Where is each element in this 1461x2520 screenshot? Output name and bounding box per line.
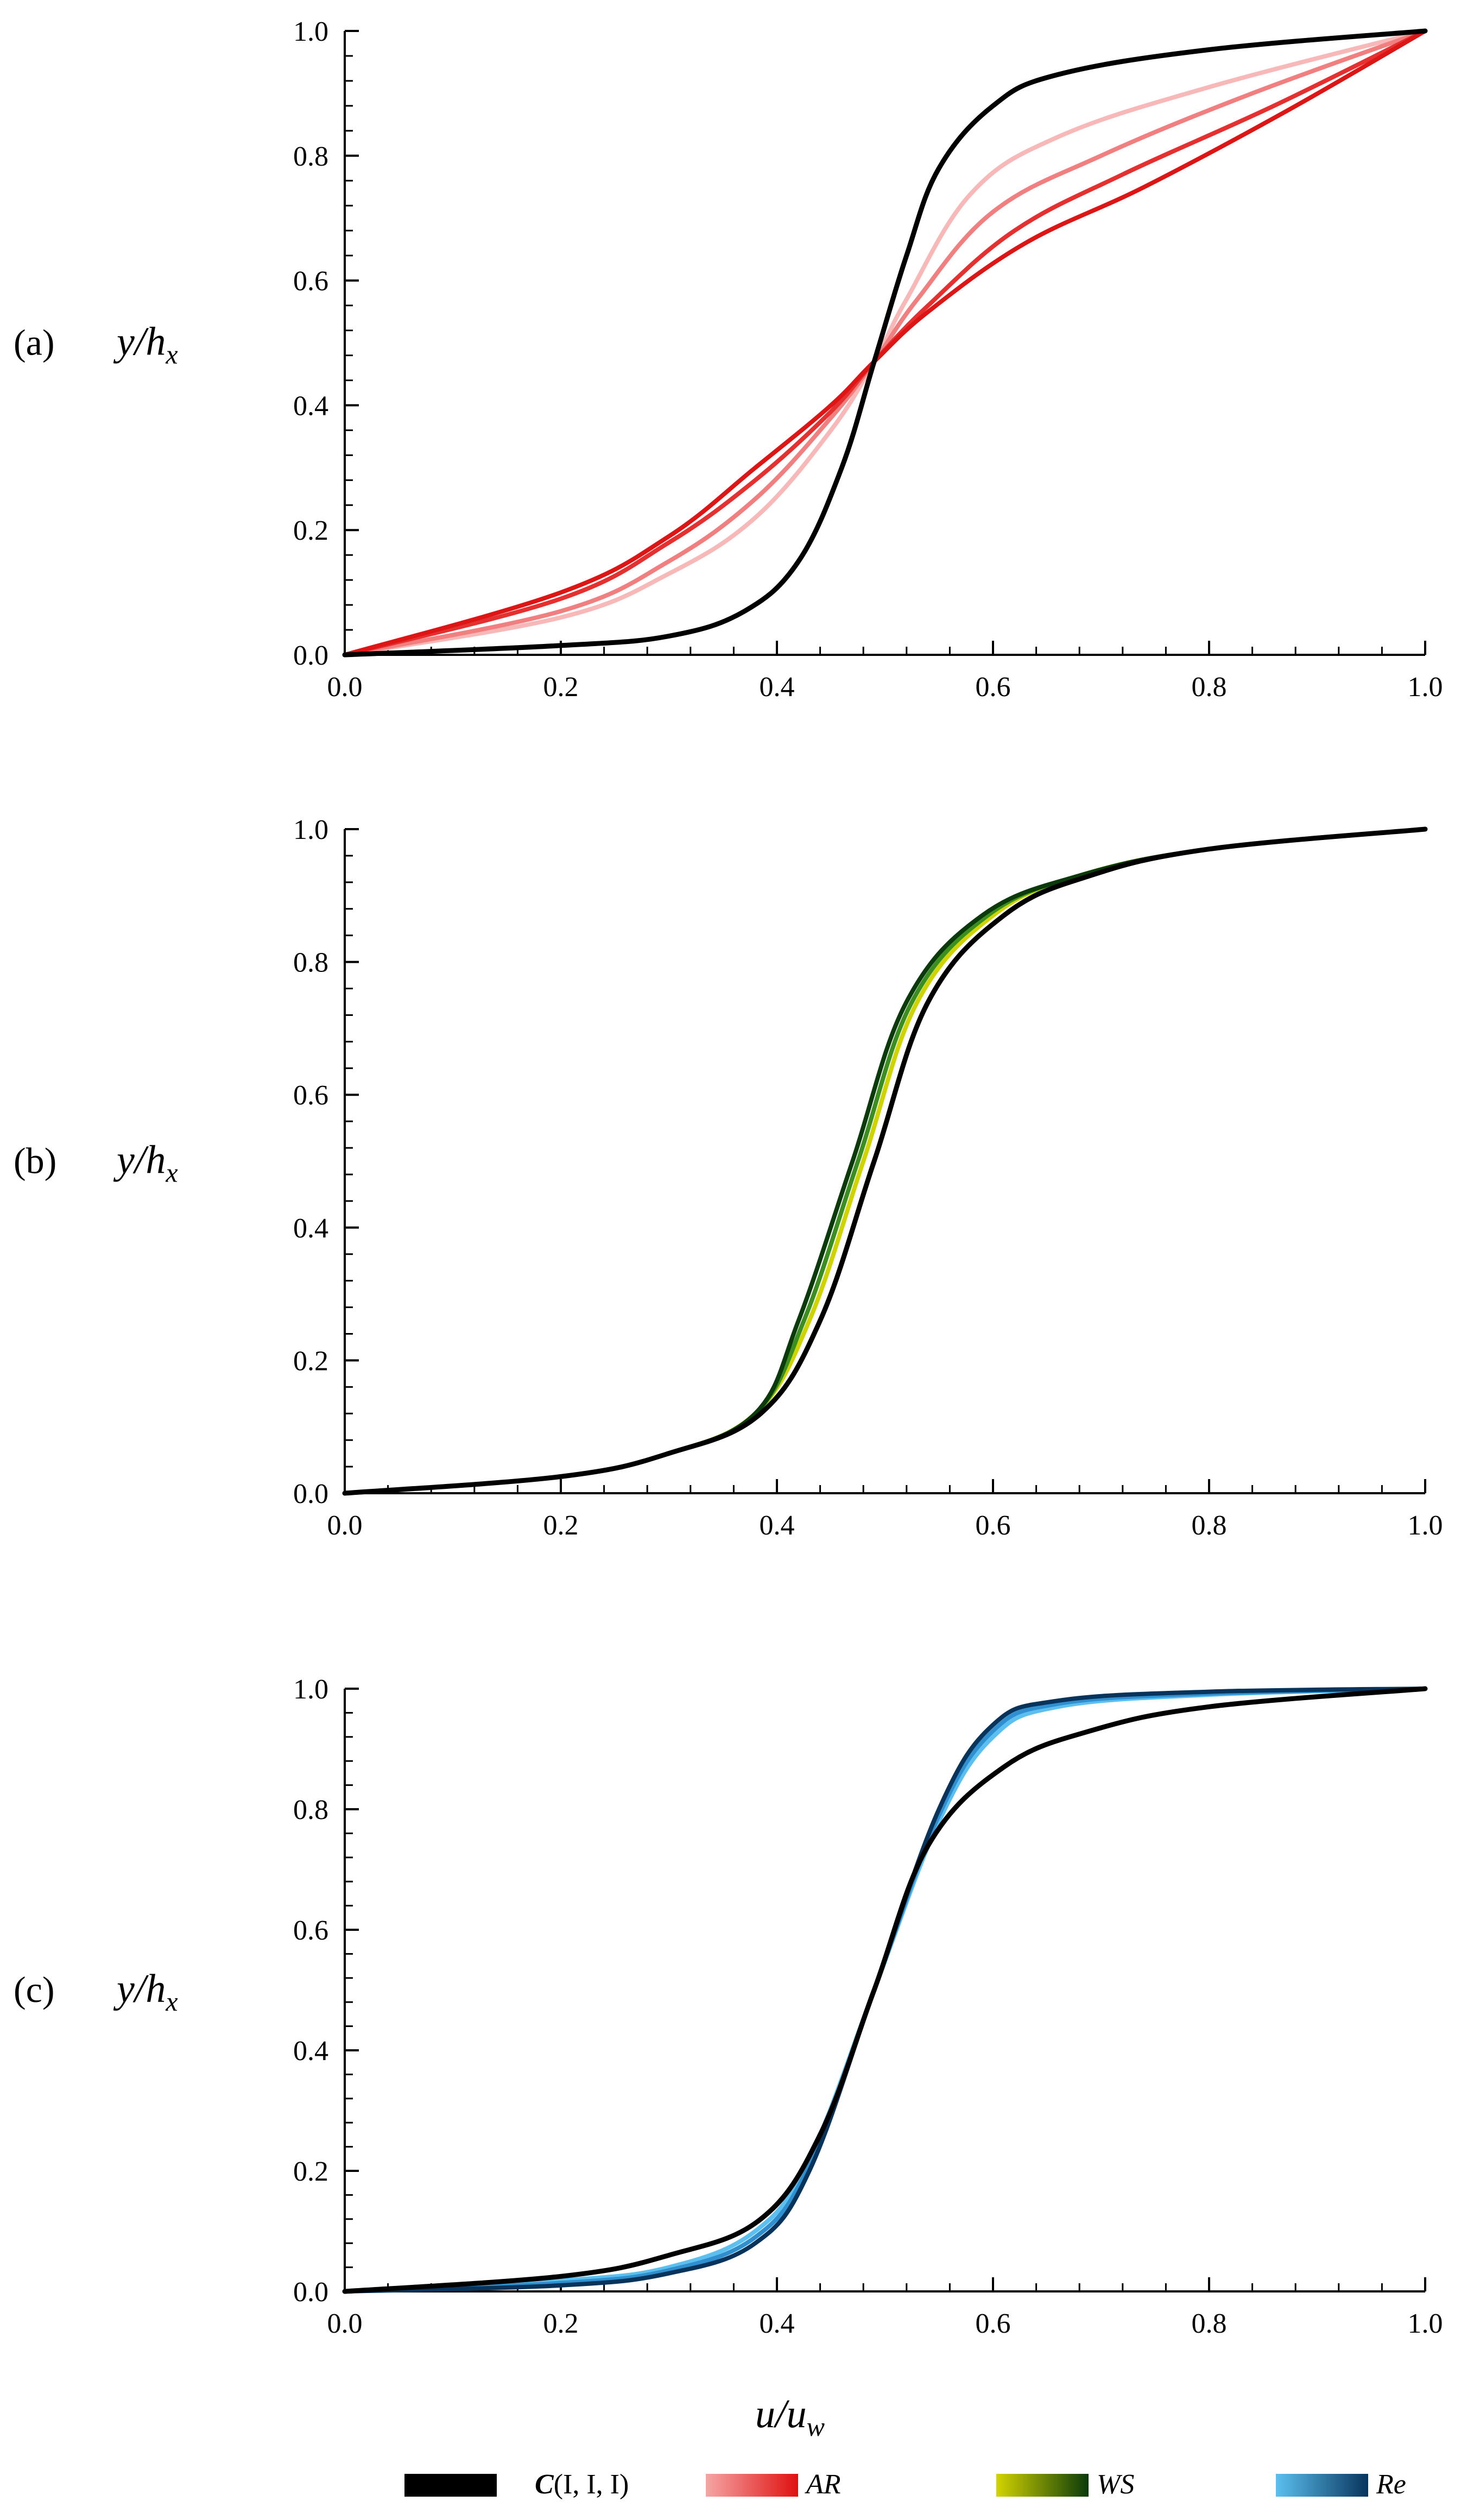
x-tick-label: 0.8	[1192, 1510, 1227, 1541]
x-tick-label: 1.0	[1408, 672, 1443, 703]
y-axis-label-main: y/h	[113, 320, 166, 364]
y-tick-label: 0.6	[293, 1915, 328, 1946]
legend-label-re: Re	[1376, 2469, 1406, 2500]
y-axis-label-sub: x	[165, 339, 178, 370]
x-tick-label: 0.6	[976, 672, 1011, 703]
x-axis-label: u/uw	[755, 2392, 825, 2442]
legend-swatch-re	[1276, 2474, 1368, 2497]
series-line	[343, 1687, 1427, 2294]
y-tick-label: 0.2	[293, 2156, 328, 2187]
series-line	[343, 827, 1427, 1495]
series-line	[343, 1687, 1427, 2294]
y-tick-label: 1.0	[293, 814, 328, 845]
series-line	[343, 1687, 1427, 2294]
y-tick-label: 0.2	[293, 515, 328, 546]
x-tick-label: 0.4	[760, 1510, 795, 1541]
series-line	[343, 827, 1427, 1495]
legend-label-ctrl: C(I, I, I)	[535, 2469, 629, 2500]
y-tick-label: 0.6	[293, 266, 328, 297]
y-axis-label-main: y/h	[113, 1138, 166, 1183]
x-tick-label: 1.0	[1408, 2308, 1443, 2339]
legend-swatch-ctrl	[404, 2474, 497, 2497]
y-axis-label-main: y/h	[113, 1967, 166, 2011]
x-tick-label: 0.4	[760, 672, 795, 703]
y-tick-label: 0.4	[293, 390, 328, 421]
series-line	[342, 1686, 1428, 2294]
y-tick-label: 0.0	[293, 2277, 328, 2308]
panel-label: (c)	[14, 1969, 54, 2010]
y-axis-label: y/hx	[113, 1138, 178, 1188]
x-tick-label: 0.6	[976, 1510, 1011, 1541]
x-tick-label: 0.0	[327, 672, 363, 703]
x-tick-label: 0.6	[976, 2308, 1011, 2339]
y-tick-label: 1.0	[293, 1674, 328, 1705]
series-line	[342, 826, 1428, 1496]
panel-label: (b)	[14, 1140, 56, 1182]
y-tick-label: 0.8	[293, 1795, 328, 1826]
legend-label-c: C	[535, 2469, 554, 2500]
y-axis-label-sub: x	[165, 1986, 178, 2017]
legend-swatch-ar	[706, 2474, 798, 2497]
y-axis-label: y/hx	[113, 1967, 178, 2017]
y-tick-label: 0.4	[293, 2036, 328, 2067]
y-tick-label: 0.6	[293, 1080, 328, 1111]
legend-label-ar: AR	[805, 2469, 841, 2500]
x-tick-label: 0.4	[760, 2308, 795, 2339]
series-line	[342, 28, 1428, 658]
y-tick-label: 1.0	[293, 16, 328, 47]
panel-a: 0.0 0.2 0.4 0.6 0.8 1.0 0.0 0.2 0.4 0.6 0.8 1.0 (a) y…	[14, 16, 1443, 703]
y-tick-label: 0.2	[293, 1346, 328, 1376]
x-tick-label: 0.0	[327, 2308, 363, 2339]
y-axis-label: y/hx	[113, 320, 178, 370]
y-tick-label: 0.8	[293, 948, 328, 978]
legend-label-ws: WS	[1097, 2469, 1134, 2500]
x-tick-label: 0.2	[543, 672, 579, 703]
legend-label-rest: (I, I, I)	[554, 2469, 629, 2500]
y-tick-label: 0.8	[293, 141, 328, 172]
x-tick-label: 1.0	[1408, 1510, 1443, 1541]
panel-b: 0.0 0.2 0.4 0.6 0.8 1.0 0.0 0.2 0.4 0.6 0.8 1.0 (b) y…	[14, 814, 1443, 1541]
panel-label: (a)	[14, 322, 54, 363]
y-axis-label-sub: x	[165, 1158, 178, 1188]
x-axis-label-sub: w	[807, 2411, 825, 2442]
x-axis-label-u: u/u	[755, 2392, 807, 2436]
x-tick-label: 0.2	[543, 2308, 579, 2339]
y-tick-label: 0.4	[293, 1213, 328, 1244]
x-tick-label: 0.8	[1192, 2308, 1227, 2339]
y-tick-label: 0.0	[293, 640, 328, 671]
panel-c: 0.0 0.2 0.4 0.6 0.8 1.0 0.0 0.2 0.4 0.6 0.8 1.0 (c) y…	[14, 1674, 1443, 2339]
series-line	[343, 827, 1427, 1495]
legend-swatch-ws	[996, 2474, 1089, 2497]
x-tick-label: 0.0	[327, 1510, 363, 1541]
y-tick-label: 0.0	[293, 1479, 328, 1510]
legend: C(I, I, I) AR WS Re	[404, 2469, 1406, 2500]
x-tick-label: 0.8	[1192, 672, 1227, 703]
x-tick-label: 0.2	[543, 1510, 579, 1541]
